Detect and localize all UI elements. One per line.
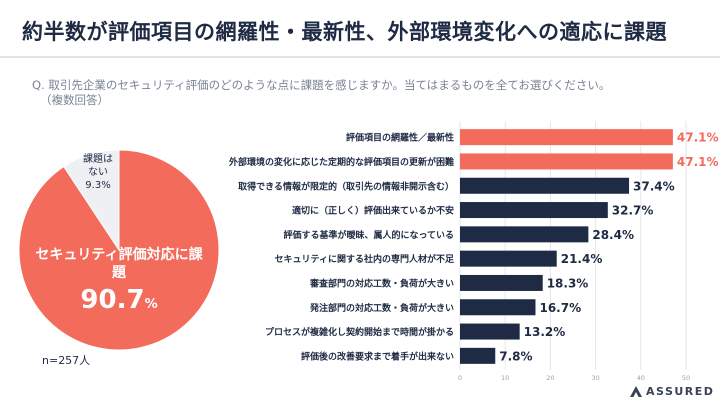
question-text: Q. 取引先企業のセキュリティ評価のどのような点に課題を感じますか。当てはまるも…	[32, 78, 611, 92]
x-tick-label-4: 40	[637, 374, 645, 382]
brand-name: ASSURED	[646, 385, 715, 398]
pie-minor-value: 9.3%	[85, 180, 111, 191]
category-label-2: 取得できる情報が限定的（取引先の情報非開示含む）	[238, 180, 454, 192]
value-label-8: 13.2%	[524, 325, 566, 339]
category-label-5: セキュリティに関する社内の専門人材が不足	[275, 253, 455, 265]
category-label-7: 発注部門の対応工数・負荷が大きい	[309, 302, 454, 314]
brand-mark-icon	[630, 386, 642, 397]
value-label-0: 47.1%	[677, 131, 719, 145]
value-label-2: 37.4%	[633, 179, 675, 193]
value-label-4: 28.4%	[592, 228, 634, 242]
value-label-1: 47.1%	[677, 155, 719, 169]
category-label-4: 評価する基準が曖昧、属人的になっている	[283, 229, 454, 241]
bar-6	[460, 274, 543, 291]
bar-2	[460, 177, 630, 194]
bar-4	[460, 226, 589, 243]
title-divider	[0, 56, 720, 58]
sample-size: n=257人	[42, 354, 91, 367]
category-label-3: 適切に（正しく）評価出来ているか不安	[292, 205, 454, 217]
bar-8	[460, 323, 520, 340]
category-label-0: 評価項目の網羅性／最新性	[346, 132, 454, 144]
bar-0	[460, 129, 673, 146]
value-label-9: 7.8%	[499, 349, 532, 363]
brand-logo: ASSURED	[630, 385, 714, 398]
category-label-6: 審査部門の対応工数・負荷が大きい	[309, 277, 454, 289]
value-label-3: 32.7%	[612, 204, 654, 218]
bar-5	[460, 250, 557, 267]
pie-slice-1	[63, 149, 120, 252]
value-label-5: 21.4%	[561, 252, 603, 266]
pie-main-value: 90.7%	[30, 285, 208, 315]
pie-main-value-percent: %	[144, 297, 158, 312]
bar-1	[460, 153, 673, 170]
pie-main-label: セキュリティ評価対応に課題	[35, 247, 203, 281]
x-tick-label-3: 30	[591, 374, 599, 382]
x-tick-label-1: 10	[501, 374, 509, 382]
question-note: （複数回答）	[40, 93, 109, 107]
value-label-6: 18.3%	[547, 276, 589, 290]
survey-question: Q. 取引先企業のセキュリティ評価のどのような点に課題を感じますか。当てはまるも…	[32, 78, 702, 108]
category-label-1: 外部環境の変化に応じた定期的な評価項目の更新が困難	[228, 156, 454, 168]
x-tick-label-5: 50	[682, 374, 690, 382]
page-title: 約半数が評価項目の網羅性・最新性、外部環境変化への適応に課題	[22, 20, 667, 44]
bar-9	[460, 347, 496, 364]
pie-main-value-number: 90.7	[80, 285, 145, 315]
value-label-7: 16.7%	[539, 301, 581, 315]
x-tick-label-0: 0	[458, 374, 462, 382]
bar-3	[460, 202, 608, 219]
category-label-9: 評価後の改善要求まで着手が出来ない	[301, 350, 454, 362]
bar-7	[460, 299, 536, 316]
category-label-8: プロセスが複雑化し契約開始まで時間が掛かる	[265, 326, 454, 338]
pie-minor-label-text: 課題は ない	[83, 154, 113, 178]
x-tick-label-2: 20	[546, 374, 554, 382]
pie-minor-label: 課題は ない 9.3%	[68, 153, 128, 192]
